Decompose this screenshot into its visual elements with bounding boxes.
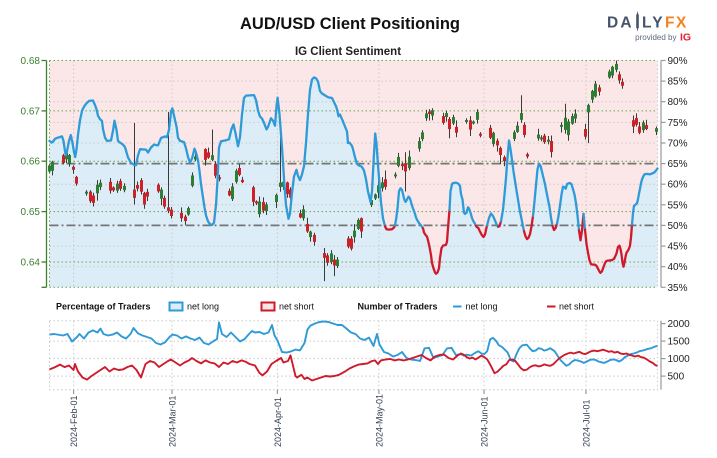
svg-text:Number of Traders: Number of Traders — [358, 302, 438, 312]
svg-text:Percentage of Traders: Percentage of Traders — [56, 302, 151, 312]
svg-text:75%: 75% — [668, 118, 688, 129]
svg-text:80%: 80% — [668, 97, 688, 108]
svg-text:35%: 35% — [668, 283, 688, 294]
svg-text:50%: 50% — [668, 221, 688, 232]
svg-text:provided by: provided by — [635, 33, 676, 42]
svg-text:85%: 85% — [668, 77, 688, 88]
svg-text:500: 500 — [668, 372, 685, 383]
svg-text:2024-Apr-01: 2024-Apr-01 — [273, 397, 283, 447]
svg-text:70%: 70% — [668, 139, 688, 150]
svg-text:AUD/USD Client Positioning: AUD/USD Client Positioning — [240, 15, 460, 33]
svg-text:net long: net long — [187, 302, 219, 312]
svg-text:1500: 1500 — [668, 337, 691, 348]
svg-text:0.65: 0.65 — [21, 207, 41, 218]
svg-text:IG: IG — [680, 32, 691, 44]
svg-text:IG Client Sentiment: IG Client Sentiment — [295, 46, 401, 58]
svg-text:60%: 60% — [668, 180, 688, 191]
svg-text:net long: net long — [466, 302, 498, 312]
svg-text:55%: 55% — [668, 200, 688, 211]
svg-text:net short: net short — [559, 302, 595, 312]
svg-text:1000: 1000 — [668, 354, 691, 365]
svg-text:2024-May-01: 2024-May-01 — [374, 394, 384, 447]
svg-text:45%: 45% — [668, 242, 688, 253]
svg-text:DA: DA — [607, 15, 634, 32]
svg-text:FX: FX — [665, 15, 688, 32]
svg-text:2024-Feb-01: 2024-Feb-01 — [69, 395, 79, 447]
svg-text:90%: 90% — [668, 56, 688, 67]
svg-text:0.67: 0.67 — [21, 106, 41, 117]
svg-text:net short: net short — [279, 302, 315, 312]
svg-text:0.68: 0.68 — [21, 56, 41, 67]
svg-text:40%: 40% — [668, 262, 688, 273]
svg-text:2000: 2000 — [668, 319, 691, 330]
svg-text:2024-Jun-01: 2024-Jun-01 — [480, 396, 490, 447]
svg-text:0.64: 0.64 — [21, 257, 41, 268]
svg-text:LY: LY — [642, 15, 665, 32]
svg-text:65%: 65% — [668, 159, 688, 170]
svg-text:0.66: 0.66 — [21, 157, 41, 168]
svg-text:2024-Jul-01: 2024-Jul-01 — [582, 399, 592, 447]
svg-text:2024-Mar-01: 2024-Mar-01 — [168, 395, 178, 447]
